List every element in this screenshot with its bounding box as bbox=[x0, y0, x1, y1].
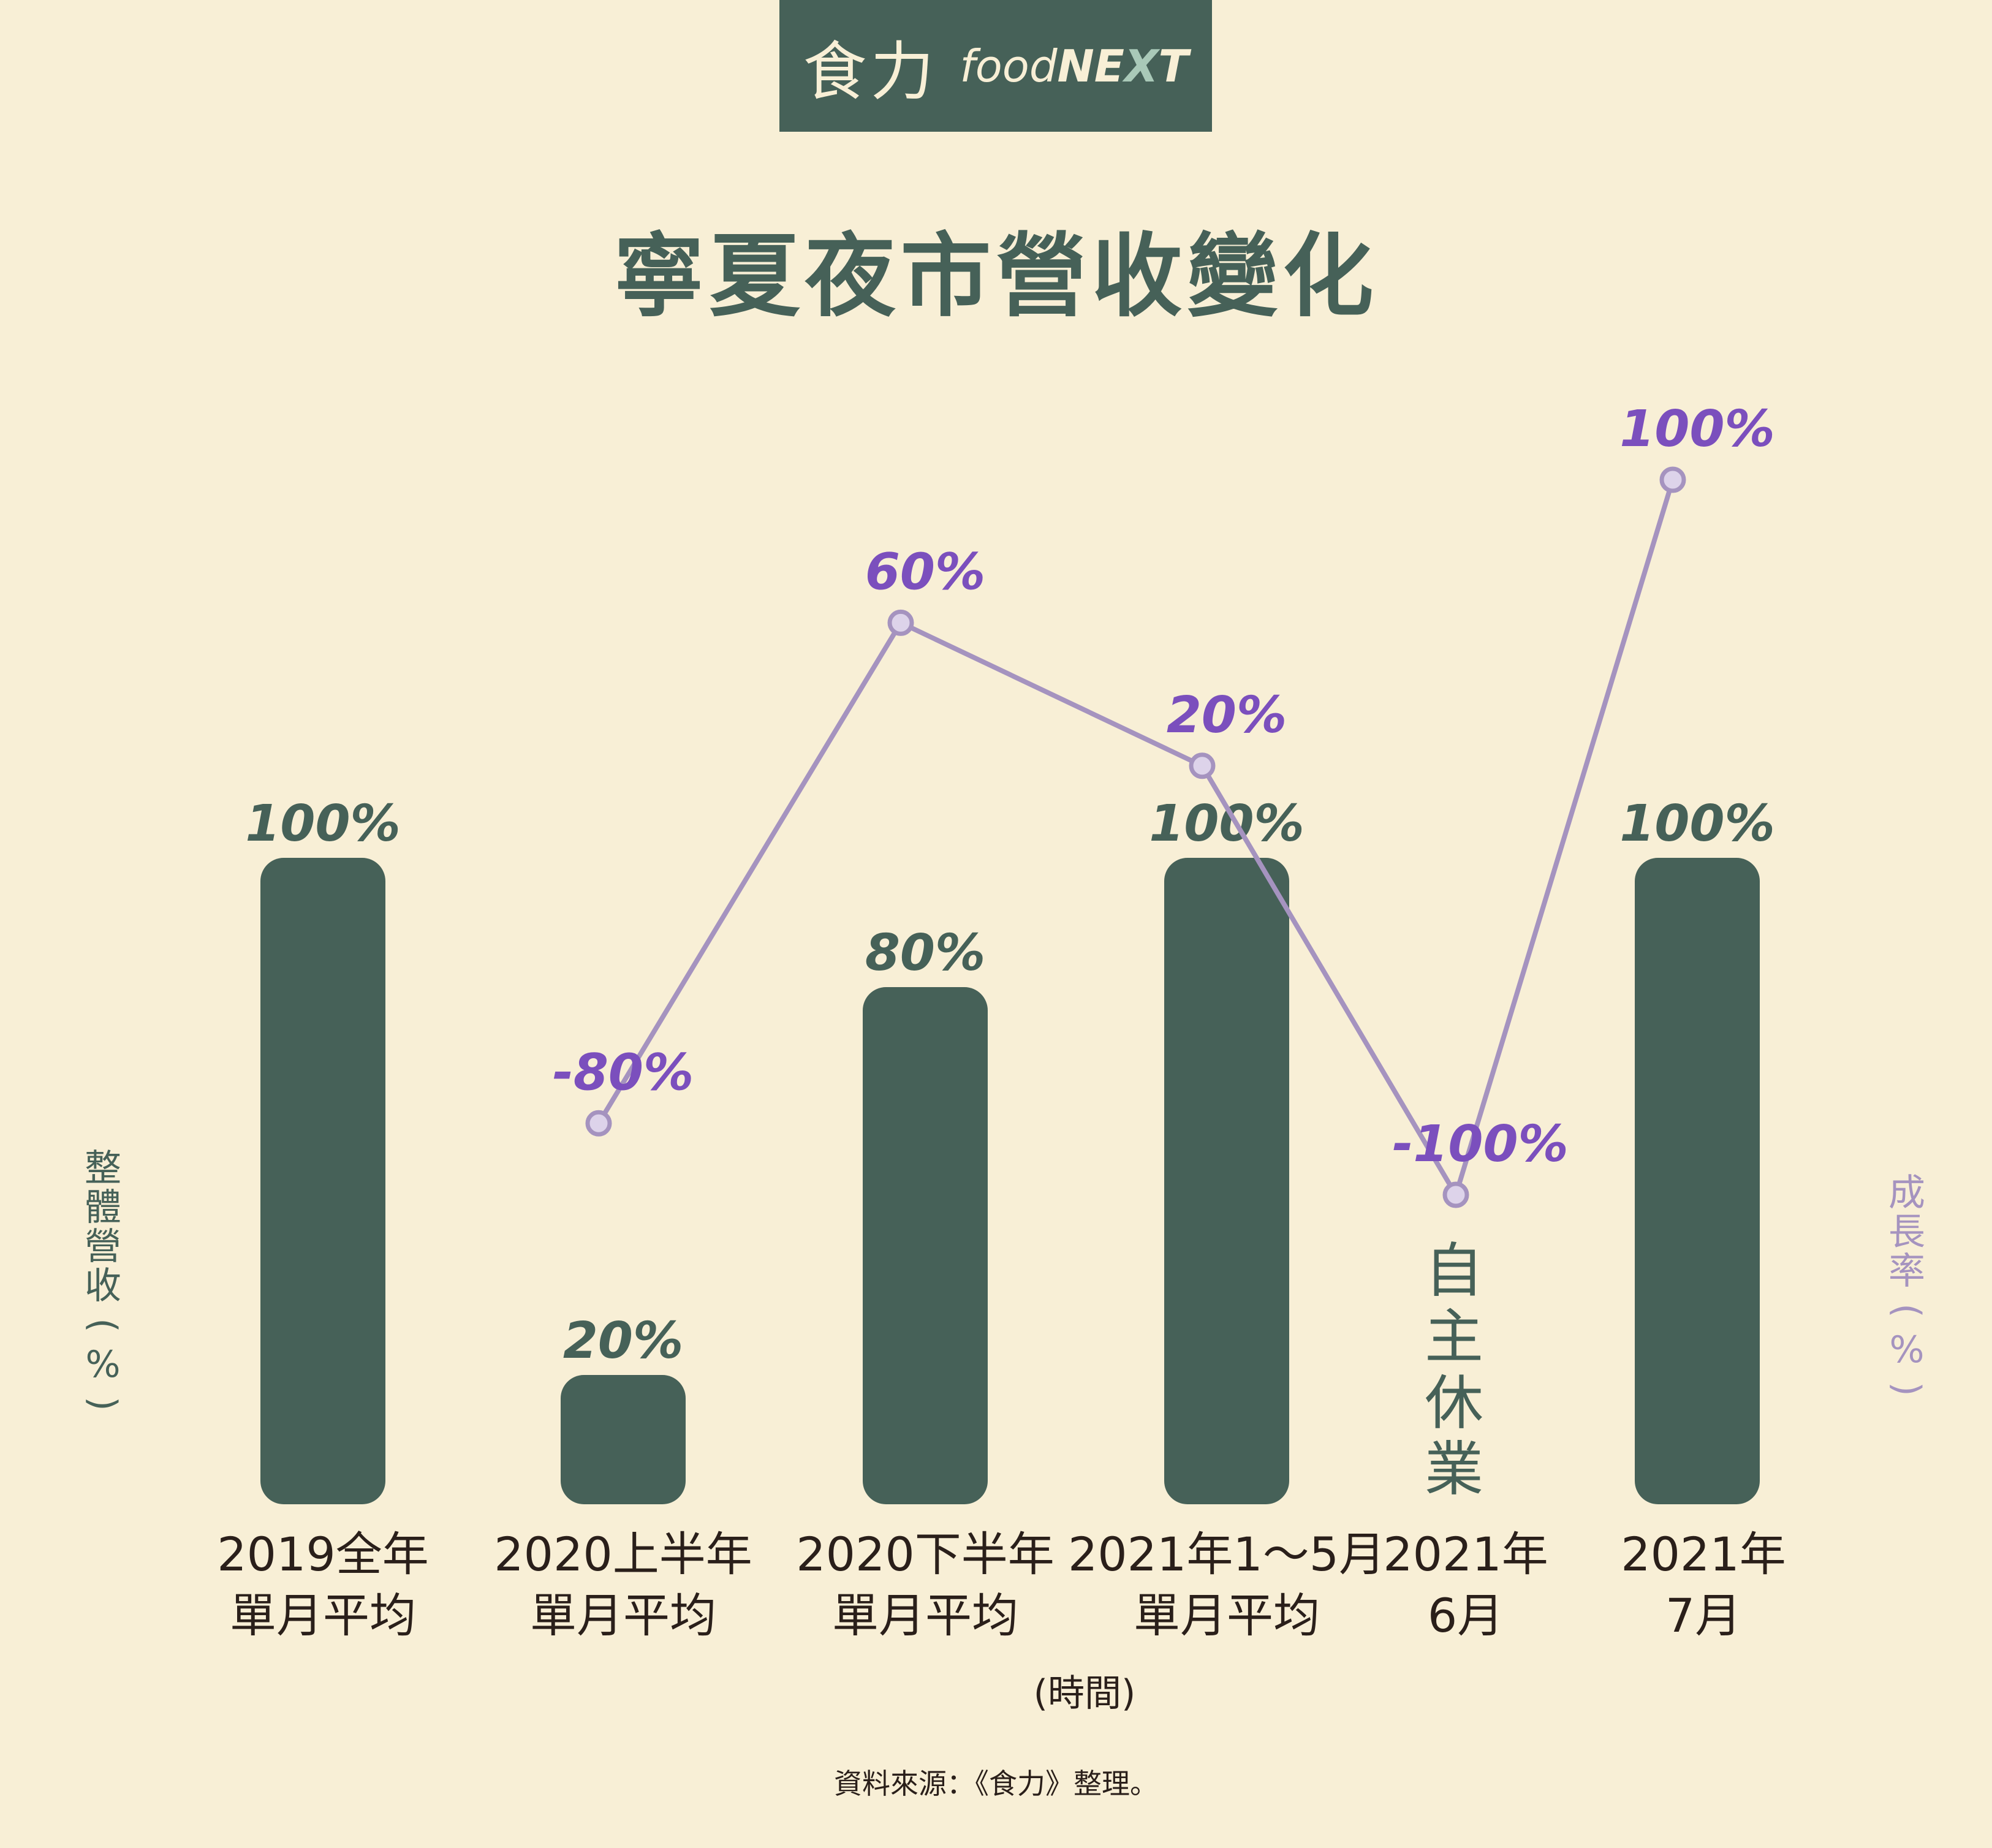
chart-title: 寧夏夜市營收變化 bbox=[613, 224, 1379, 329]
right-axis-label: 成長率 (%) bbox=[1882, 1173, 1931, 1409]
category-label: 2021年 7月 bbox=[1544, 1524, 1863, 1646]
category-label-line2: 單月平均 bbox=[1134, 1588, 1320, 1643]
category-label: 2020下半年 單月平均 bbox=[766, 1524, 1085, 1646]
bar bbox=[561, 1375, 686, 1504]
bar bbox=[863, 987, 988, 1504]
left-axis-label-char: % bbox=[85, 1343, 121, 1386]
brand-english-accent: X bbox=[1124, 40, 1159, 92]
brand-chinese: 食力 bbox=[803, 34, 938, 109]
growth-value-label: -100% bbox=[1392, 1115, 1568, 1173]
left-axis-label-char: 營 bbox=[85, 1225, 121, 1268]
growth-point bbox=[1659, 466, 1686, 493]
growth-value-label: 100% bbox=[1619, 400, 1774, 458]
category-label-line2: 7月 bbox=[1665, 1588, 1742, 1643]
right-axis-label-char: ) bbox=[1885, 1382, 1928, 1396]
closed-note-char: 自 bbox=[1425, 1236, 1483, 1305]
left-axis-label-char: 整 bbox=[85, 1147, 121, 1190]
right-axis-label-char: 長 bbox=[1888, 1211, 1925, 1254]
category-label-line1: 2019全年 bbox=[217, 1527, 429, 1581]
bar-value-label: 20% bbox=[563, 1312, 683, 1370]
left-axis-label-char: ) bbox=[81, 1396, 124, 1411]
growth-value-label: -80% bbox=[553, 1043, 694, 1102]
bar bbox=[260, 858, 385, 1504]
category-label-line2: 單月平均 bbox=[230, 1588, 416, 1643]
left-axis-label: 整體營收 (%) bbox=[78, 1149, 127, 1423]
growth-value-label: 60% bbox=[865, 543, 985, 601]
brand-english-bold: NE bbox=[1057, 40, 1124, 92]
right-axis-label-char: 率 bbox=[1888, 1250, 1925, 1293]
brand-english: foodNEXT bbox=[960, 40, 1188, 92]
growth-point bbox=[887, 609, 914, 636]
category-label: 2019全年 單月平均 bbox=[164, 1524, 482, 1646]
brand-english-tail: T bbox=[1158, 40, 1189, 92]
category-label-line1: 2021年 bbox=[1621, 1527, 1786, 1581]
bar bbox=[1635, 858, 1760, 1504]
left-axis-label-char: ( bbox=[81, 1318, 124, 1333]
bar bbox=[1164, 858, 1289, 1504]
category-label: 2021年1～5月 單月平均 bbox=[1067, 1524, 1386, 1646]
category-label-line1: 2021年 bbox=[1383, 1527, 1548, 1581]
growth-line bbox=[596, 479, 1675, 1197]
category-label-line2: 單月平均 bbox=[530, 1588, 716, 1643]
category-label: 2020上半年 單月平均 bbox=[464, 1524, 782, 1646]
category-label-line2: 6月 bbox=[1427, 1588, 1504, 1643]
right-axis-label-char: ( bbox=[1885, 1303, 1928, 1318]
closed-note-char: 業 bbox=[1425, 1435, 1483, 1504]
growth-point bbox=[1189, 752, 1216, 779]
left-axis-label-char: 體 bbox=[85, 1186, 121, 1229]
bar-value-label: 100% bbox=[1619, 795, 1774, 853]
growth-point bbox=[585, 1110, 612, 1137]
growth-point bbox=[1442, 1181, 1469, 1208]
category-label-line1: 2020下半年 bbox=[796, 1527, 1055, 1581]
brand-logo: 食力 foodNEXT bbox=[779, 0, 1212, 132]
x-axis-label: (時間) bbox=[1033, 1672, 1136, 1715]
category-label-line1: 2020上半年 bbox=[494, 1527, 752, 1581]
category-label: 2021年 6月 bbox=[1306, 1524, 1625, 1646]
right-axis-label-char: % bbox=[1889, 1328, 1925, 1371]
bar-value-label: 100% bbox=[245, 795, 400, 853]
closed-note: 自主休業 bbox=[1420, 1238, 1488, 1502]
closed-note-char: 休 bbox=[1425, 1369, 1483, 1437]
brand-english-prefix: food bbox=[960, 40, 1058, 92]
category-label-line1: 2021年1～5月 bbox=[1067, 1527, 1386, 1581]
source-note: 資料來源：《食力》整理。 bbox=[834, 1767, 1158, 1800]
growth-value-label: 20% bbox=[1167, 686, 1287, 744]
left-axis-label-char: 收 bbox=[85, 1265, 121, 1308]
closed-note-char: 主 bbox=[1425, 1303, 1483, 1371]
bar-value-label: 80% bbox=[865, 924, 985, 982]
category-label-line2: 單月平均 bbox=[832, 1588, 1018, 1643]
right-axis-label-char: 成 bbox=[1888, 1172, 1925, 1214]
